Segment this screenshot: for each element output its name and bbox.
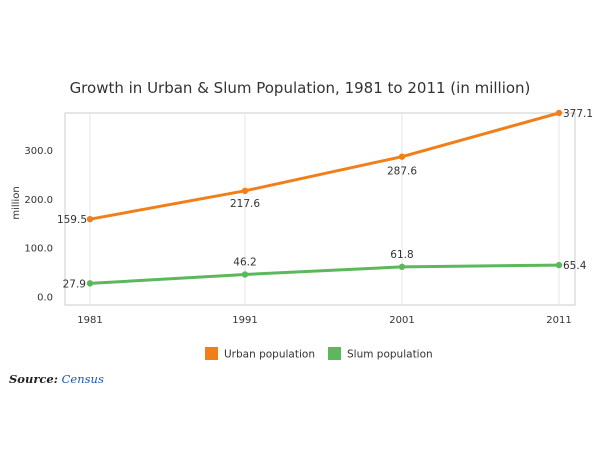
x-tick-label: 2001 [389,315,414,326]
legend-swatch[interactable] [328,347,341,360]
data-point[interactable] [398,153,406,160]
x-tick-label: 1981 [77,315,102,326]
data-point[interactable] [86,280,94,287]
y-axis-label: million [11,186,22,219]
data-label: 46.2 [233,256,256,268]
data-label: 287.6 [387,166,417,178]
legend-swatch[interactable] [205,347,218,360]
data-point[interactable] [398,263,406,271]
series-line-urban [89,111,560,221]
legend-label[interactable]: Urban population [224,349,315,361]
plot-frame [64,112,576,306]
data-label: 159.5 [57,214,87,226]
data-label: 377.1 [563,108,593,120]
data-label: 27.9 [63,278,86,290]
y-tick-label: 300.0 [24,146,53,157]
data-label: 61.8 [390,249,413,261]
x-tick-label: 1991 [232,315,257,326]
data-label: 217.6 [230,198,260,210]
source-link[interactable]: Census [61,372,104,386]
data-point[interactable] [555,109,563,117]
data-point[interactable] [555,261,563,269]
data-point[interactable] [86,215,94,223]
data-point[interactable] [241,271,249,278]
data-point[interactable] [241,187,249,195]
x-tick-label: 2011 [546,315,571,326]
chart-title: Growth in Urban & Slum Population, 1981 … [70,79,531,97]
source-note: Source: Census [9,372,104,386]
y-tick-label: 200.0 [24,195,53,206]
series-line-slum [89,263,560,285]
source-label: Source: [9,372,58,386]
data-label: 65.4 [563,260,587,272]
y-tick-label: 0.0 [37,293,53,304]
legend-label[interactable]: Slum population [347,349,433,361]
y-tick-label: 100.0 [24,244,53,255]
